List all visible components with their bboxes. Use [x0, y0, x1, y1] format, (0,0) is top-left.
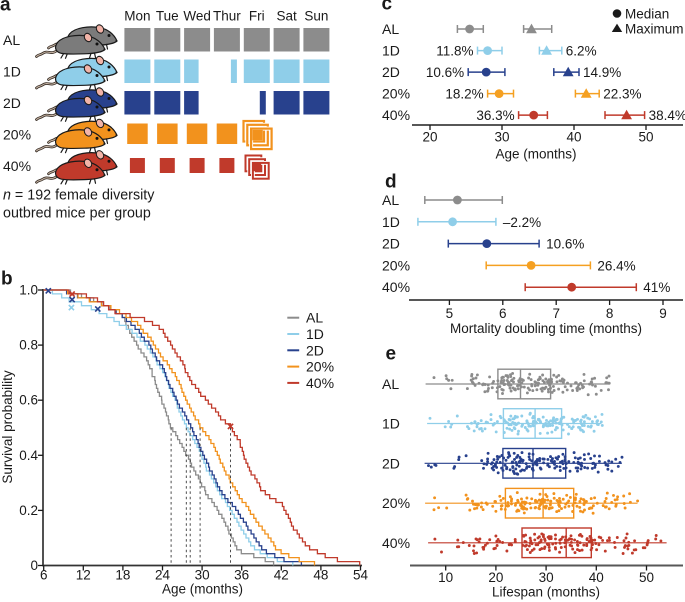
svg-text:e: e — [386, 344, 397, 365]
svg-text:40%: 40% — [382, 535, 410, 551]
svg-text:6: 6 — [40, 568, 48, 583]
svg-text:20%: 20% — [3, 126, 31, 142]
svg-text:6: 6 — [499, 306, 507, 321]
svg-text:Age (months): Age (months) — [495, 147, 576, 162]
svg-text:9: 9 — [659, 306, 667, 321]
svg-text:AL: AL — [306, 310, 323, 326]
svg-text:40: 40 — [589, 570, 604, 585]
svg-text:–2.2%: –2.2% — [503, 215, 541, 230]
svg-text:0.8: 0.8 — [19, 338, 38, 353]
svg-text:Maximum: Maximum — [625, 22, 684, 37]
svg-text:36: 36 — [234, 568, 249, 583]
svg-text:Fri: Fri — [249, 9, 265, 24]
svg-text:b: b — [1, 269, 13, 290]
svg-text:Mortality doubling time (month: Mortality doubling time (months) — [450, 321, 642, 336]
svg-text:18: 18 — [115, 568, 130, 583]
svg-text:24: 24 — [155, 568, 171, 583]
svg-text:20%: 20% — [306, 359, 334, 375]
svg-text:Wed: Wed — [183, 9, 211, 24]
svg-text:2D: 2D — [382, 455, 400, 471]
svg-text:36.3%: 36.3% — [476, 108, 514, 123]
svg-text:30: 30 — [539, 570, 554, 585]
svg-text:11.8%: 11.8% — [436, 44, 473, 59]
svg-text:40%: 40% — [306, 375, 334, 391]
svg-text:1D: 1D — [3, 64, 21, 80]
svg-text:50: 50 — [639, 570, 654, 585]
svg-text:8: 8 — [606, 306, 614, 321]
svg-text:Survival probability: Survival probability — [0, 370, 15, 484]
svg-text:42: 42 — [274, 568, 289, 583]
svg-text:22.3%: 22.3% — [603, 87, 641, 102]
svg-text:10.6%: 10.6% — [426, 65, 464, 80]
svg-text:30: 30 — [494, 130, 509, 145]
svg-text:20: 20 — [488, 570, 503, 585]
svg-text:38.4%: 38.4% — [649, 108, 685, 123]
svg-text:AL: AL — [382, 192, 399, 208]
svg-text:20%: 20% — [382, 257, 410, 273]
svg-text:18.2%: 18.2% — [445, 87, 483, 102]
svg-text:AL: AL — [3, 32, 20, 48]
svg-text:48: 48 — [313, 568, 328, 583]
svg-text:1D: 1D — [306, 326, 324, 342]
svg-text:0: 0 — [30, 558, 38, 573]
svg-text:Age (months): Age (months) — [162, 582, 243, 597]
svg-text:Mon: Mon — [124, 9, 150, 24]
svg-text:AL: AL — [382, 21, 399, 37]
svg-text:1D: 1D — [382, 214, 400, 230]
svg-text:2D: 2D — [382, 236, 400, 252]
svg-text:40%: 40% — [382, 279, 410, 295]
svg-text:40%: 40% — [3, 158, 31, 174]
svg-text:2D: 2D — [382, 64, 400, 80]
svg-text:41%: 41% — [643, 280, 670, 295]
svg-text:2D: 2D — [306, 342, 324, 358]
svg-text:0.2: 0.2 — [19, 503, 38, 518]
svg-text:1D: 1D — [382, 43, 400, 59]
svg-text:10: 10 — [438, 570, 453, 585]
svg-text:20: 20 — [422, 130, 437, 145]
svg-text:Median: Median — [625, 7, 669, 22]
svg-text:1.0: 1.0 — [19, 283, 38, 298]
svg-text:30: 30 — [195, 568, 210, 583]
svg-text:14.9%: 14.9% — [583, 65, 621, 80]
svg-text:10.6%: 10.6% — [546, 237, 584, 252]
svg-text:n = 192 female diversity: n = 192 female diversity — [3, 188, 155, 204]
svg-text:c: c — [382, 0, 393, 15]
svg-text:6.2%: 6.2% — [566, 44, 597, 59]
svg-text:40: 40 — [566, 130, 581, 145]
svg-text:a: a — [0, 0, 11, 16]
svg-text:Sun: Sun — [304, 9, 328, 24]
svg-text:20%: 20% — [382, 495, 410, 511]
svg-text:d: d — [385, 172, 397, 193]
svg-text:Lifespan (months): Lifespan (months) — [492, 585, 600, 600]
svg-text:5: 5 — [446, 306, 454, 321]
svg-text:Tue: Tue — [156, 9, 179, 24]
svg-text:AL: AL — [382, 376, 399, 392]
svg-text:26.4%: 26.4% — [597, 258, 635, 273]
svg-text:54: 54 — [353, 568, 369, 583]
svg-text:Sat: Sat — [276, 9, 297, 24]
svg-text:0.4: 0.4 — [19, 448, 38, 463]
svg-text:2D: 2D — [3, 95, 21, 111]
svg-text:50: 50 — [638, 130, 653, 145]
svg-text:7: 7 — [552, 306, 560, 321]
svg-text:20%: 20% — [382, 86, 410, 102]
svg-text:0.6: 0.6 — [19, 393, 38, 408]
svg-text:12: 12 — [76, 568, 91, 583]
svg-text:1D: 1D — [382, 416, 400, 432]
svg-text:Thur: Thur — [213, 9, 241, 24]
svg-text:40%: 40% — [382, 107, 410, 123]
svg-text:outbred mice per group: outbred mice per group — [3, 206, 151, 222]
